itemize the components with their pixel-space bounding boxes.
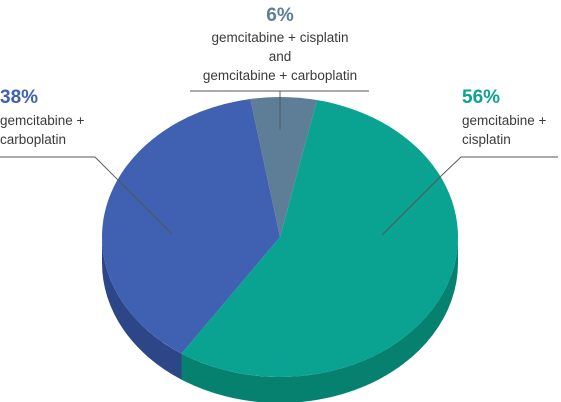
- slice-cisplatin-percent: 56%: [462, 87, 501, 108]
- leader-lines: [0, 90, 558, 236]
- leader-line-both: [190, 90, 369, 130]
- slice-both: [250, 96, 318, 237]
- slice-carboplatin-label: gemcitabine + carboplatin: [0, 111, 84, 149]
- slice-cisplatin-label-line-2: cisplatin: [462, 132, 511, 147]
- slice-both-label-line-1: gemcitabine + cisplatin: [211, 30, 349, 45]
- slice-carboplatin-label-line-1: gemcitabine +: [0, 113, 85, 128]
- slice-carboplatin-label-line-2: carboplatin: [0, 132, 67, 147]
- slice-cisplatin: [181, 100, 459, 378]
- pie-slices: [101, 96, 459, 378]
- leader-line-carboplatin: [0, 156, 173, 235]
- slice-carboplatin: [101, 98, 280, 354]
- slice-both-label: gemcitabine + cisplatin and gemcitabine …: [180, 28, 380, 85]
- slice-carboplatin-percent: 38%: [0, 87, 39, 108]
- slice-both-percent: 6%: [266, 5, 294, 26]
- slice-carboplatin-side: [102, 237, 182, 380]
- slice-cisplatin-label: gemcitabine + cisplatin: [462, 111, 546, 149]
- slice-both-label-line-2: and: [268, 49, 292, 64]
- leader-line-cisplatin: [381, 156, 558, 236]
- slice-both-label-line-3: gemcitabine + carboplatin: [202, 68, 358, 83]
- slice-cisplatin-label-line-1: gemcitabine +: [462, 113, 547, 128]
- slice-cisplatin-side: [181, 237, 458, 402]
- pie-depth: [102, 237, 458, 402]
